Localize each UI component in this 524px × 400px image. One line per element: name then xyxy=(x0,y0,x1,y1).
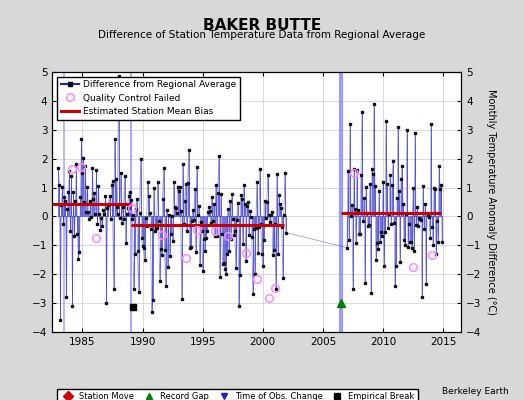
Text: Berkeley Earth: Berkeley Earth xyxy=(442,387,508,396)
Legend: Station Move, Record Gap, Time of Obs. Change, Empirical Break: Station Move, Record Gap, Time of Obs. C… xyxy=(57,389,418,400)
Text: BAKER BUTTE: BAKER BUTTE xyxy=(203,18,321,33)
Y-axis label: Monthly Temperature Anomaly Difference (°C): Monthly Temperature Anomaly Difference (… xyxy=(486,89,496,315)
Text: Difference of Station Temperature Data from Regional Average: Difference of Station Temperature Data f… xyxy=(99,30,425,40)
